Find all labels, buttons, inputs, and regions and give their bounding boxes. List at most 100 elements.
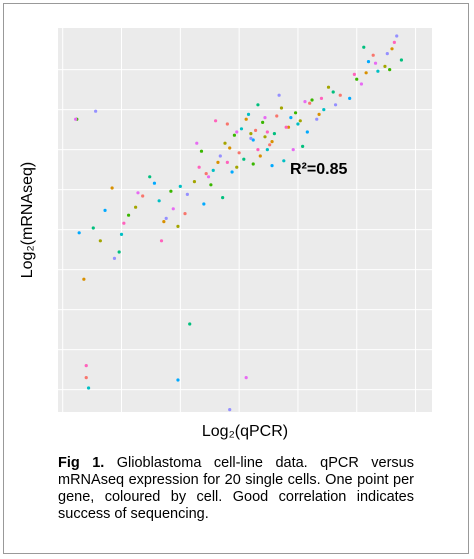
point — [256, 103, 260, 107]
point — [249, 136, 253, 140]
point — [110, 186, 114, 190]
point — [261, 120, 265, 124]
point — [246, 112, 251, 116]
point — [98, 239, 102, 243]
point — [117, 250, 121, 254]
point — [352, 72, 356, 76]
point — [225, 122, 229, 126]
point — [315, 117, 319, 121]
point — [164, 216, 168, 220]
point — [348, 96, 352, 100]
point — [188, 322, 192, 326]
point — [213, 119, 218, 123]
point — [249, 132, 253, 136]
caption-text: Glioblastoma cell-line data. qPCR versus… — [58, 455, 415, 522]
caption-label: Fig 1. — [58, 455, 105, 471]
point — [228, 408, 232, 412]
point — [183, 212, 187, 216]
point — [185, 192, 189, 196]
point — [301, 144, 305, 148]
point — [84, 364, 88, 368]
point — [308, 101, 312, 105]
point — [91, 226, 95, 230]
point — [362, 45, 366, 49]
point — [399, 58, 404, 62]
point — [263, 116, 267, 120]
point — [251, 138, 255, 142]
point — [331, 90, 335, 94]
point — [383, 64, 387, 68]
point — [275, 114, 279, 118]
point — [122, 221, 126, 225]
point — [228, 146, 232, 150]
point — [310, 98, 314, 102]
point — [103, 208, 107, 212]
point — [359, 82, 364, 86]
point — [206, 175, 211, 179]
point — [296, 122, 300, 126]
point — [74, 117, 78, 121]
point — [289, 116, 293, 120]
point — [119, 232, 124, 236]
point — [326, 85, 331, 89]
point — [77, 231, 81, 235]
point — [192, 180, 197, 184]
point — [305, 130, 309, 134]
point — [148, 175, 152, 179]
point — [373, 61, 378, 65]
point — [265, 130, 269, 134]
point — [385, 52, 389, 56]
point — [209, 183, 213, 187]
point — [298, 119, 302, 123]
point — [256, 148, 260, 152]
point — [230, 170, 234, 174]
point — [392, 40, 396, 45]
point — [171, 207, 175, 211]
point — [86, 386, 91, 390]
point — [317, 112, 321, 116]
point — [242, 157, 246, 161]
point — [251, 162, 255, 166]
point — [169, 189, 173, 193]
point — [223, 141, 227, 145]
point — [390, 47, 394, 51]
point — [284, 125, 288, 129]
point — [270, 164, 274, 168]
point — [244, 117, 248, 121]
point — [225, 160, 229, 164]
point — [253, 128, 258, 132]
point — [293, 111, 298, 115]
x-axis-label: Log₂(qPCR) — [202, 423, 288, 440]
point — [291, 148, 295, 152]
point — [319, 96, 324, 100]
point — [176, 224, 180, 228]
point — [270, 140, 274, 144]
point — [286, 125, 291, 129]
point — [263, 135, 267, 139]
point — [366, 60, 371, 64]
chart: R²=0.85 Log₂(qPCR) Log₂(mRNAseq) — [19, 28, 432, 440]
point — [159, 239, 164, 243]
point — [338, 93, 342, 97]
point — [94, 109, 98, 113]
point — [126, 213, 131, 217]
point — [239, 127, 244, 131]
point — [355, 77, 359, 81]
point — [157, 199, 161, 203]
point — [237, 151, 241, 155]
point — [204, 172, 208, 176]
point — [282, 159, 286, 163]
point — [195, 141, 199, 145]
point — [258, 154, 262, 158]
point — [141, 194, 145, 198]
point — [303, 100, 307, 104]
point — [221, 196, 225, 200]
point — [322, 108, 326, 112]
point — [244, 376, 248, 380]
caption: Fig 1. Glioblastoma cell-line data. qPCR… — [58, 455, 414, 523]
point — [202, 202, 206, 206]
point — [371, 53, 375, 57]
point — [134, 205, 138, 209]
point — [279, 106, 284, 110]
